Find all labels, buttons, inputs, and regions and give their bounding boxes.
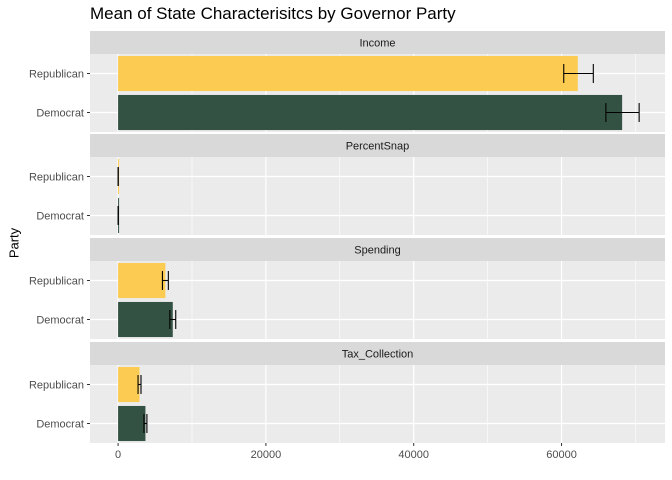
y-tick-label: Republican: [29, 380, 84, 392]
facet-strip-label: PercentSnap: [346, 141, 410, 153]
chart-title: Mean of State Characterisitcs by Governo…: [90, 4, 456, 23]
bar-democrat: [118, 405, 146, 442]
facet-strip: [90, 134, 665, 157]
facet-strip-label: Income: [359, 38, 395, 50]
y-tick-label: Democrat: [36, 108, 84, 120]
panel-background: [90, 261, 665, 339]
bar-democrat: [118, 94, 623, 131]
x-tick-label: 20000: [251, 449, 282, 461]
facet-strip: [90, 31, 665, 54]
facet-strip: [90, 238, 665, 261]
y-tick-label: Democrat: [36, 211, 84, 223]
bar-republican: [118, 55, 578, 92]
facet-strip-label: Tax_Collection: [342, 349, 414, 361]
panel-background: [90, 157, 665, 235]
x-tick-label: 40000: [398, 449, 429, 461]
y-tick-label: Republican: [29, 276, 84, 288]
x-tick-label: 0: [115, 449, 121, 461]
bar-republican: [118, 366, 140, 403]
y-tick-label: Democrat: [36, 315, 84, 327]
y-tick-label: Democrat: [36, 419, 84, 431]
y-tick-label: Republican: [29, 69, 84, 81]
facet-strip-label: Spending: [354, 245, 401, 257]
x-tick-label: 60000: [546, 449, 577, 461]
panel-background: [90, 365, 665, 443]
bar-democrat: [118, 301, 173, 338]
facet-strip: [90, 342, 665, 365]
bar-republican: [118, 262, 166, 299]
y-tick-label: Republican: [29, 172, 84, 184]
